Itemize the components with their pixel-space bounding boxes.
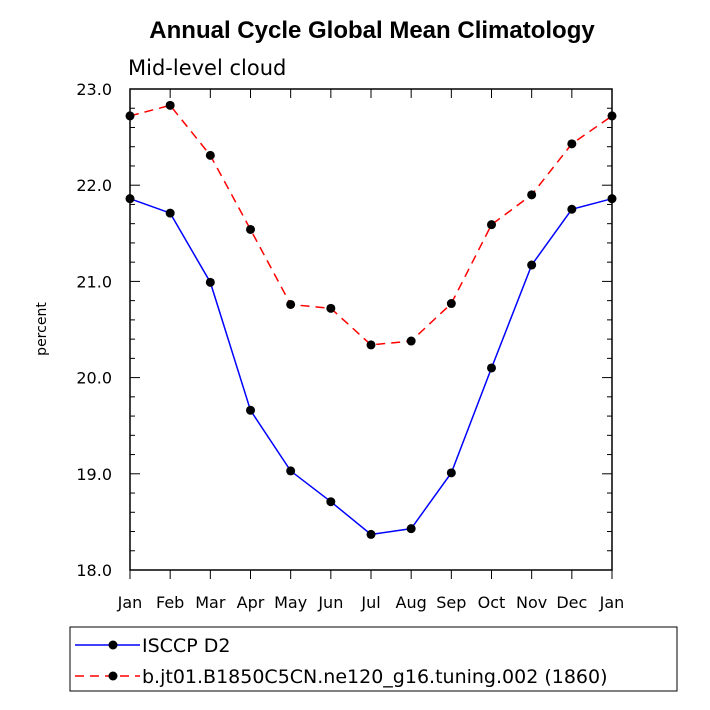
data-point <box>286 299 296 309</box>
data-point <box>246 224 255 234</box>
x-tick-label: Sep <box>436 593 466 612</box>
legend-marker <box>108 640 118 650</box>
data-point <box>487 363 496 373</box>
series-line-0 <box>129 197 613 536</box>
x-tick-label: Feb <box>156 593 184 612</box>
legend-marker <box>108 671 118 681</box>
axis-ticks <box>129 88 613 579</box>
data-point <box>406 524 416 534</box>
x-tick-label: Aug <box>396 593 427 612</box>
data-point <box>366 340 376 350</box>
data-point <box>446 468 456 478</box>
y-tick-label: 22.0 <box>76 176 112 195</box>
data-point <box>286 466 296 476</box>
data-point <box>527 260 537 270</box>
x-tick-label: Mar <box>195 593 226 612</box>
data-point <box>205 150 215 160</box>
y-axis-label: percent <box>34 302 50 356</box>
x-tick-label: Jul <box>360 593 380 612</box>
legend-box <box>69 626 678 692</box>
data-point <box>567 204 577 214</box>
y-tick-label: 21.0 <box>76 272 112 291</box>
data-point <box>165 100 175 110</box>
y-tick-label: 19.0 <box>76 465 112 484</box>
x-tick-label: Jun <box>317 593 343 612</box>
legend-label-1: b.jt01.B1850C5CN.ne120_g16.tuning.002 (1… <box>142 666 608 688</box>
x-tick-label: Jan <box>599 593 625 612</box>
y-tick-label: 23.0 <box>76 80 112 99</box>
legend: ISCCP D2 b.jt01.B1850C5CN.ne120_g16.tunin… <box>75 635 608 688</box>
data-point <box>567 139 577 149</box>
plot-frame <box>129 88 613 571</box>
data-point <box>326 303 336 313</box>
x-tick-label: Oct <box>478 593 506 612</box>
data-point <box>446 299 456 309</box>
legend-label-0: ISCCP D2 <box>142 635 230 657</box>
data-point <box>527 190 537 200</box>
data-point <box>205 277 215 287</box>
chart-subtitle: Mid-level cloud <box>128 56 286 80</box>
x-tick-label: Nov <box>516 593 547 612</box>
series-line-1 <box>129 104 613 346</box>
data-point <box>487 220 496 230</box>
data-point <box>406 336 416 346</box>
chart-title: Annual Cycle Global Mean Climatology <box>149 17 595 44</box>
x-tick-label: May <box>274 593 307 612</box>
data-point <box>246 405 255 415</box>
y-tick-label: 18.0 <box>76 561 112 580</box>
data-point <box>326 497 336 507</box>
x-tick-label: Jan <box>117 593 143 612</box>
series-layer <box>125 100 617 539</box>
data-point <box>165 208 175 218</box>
y-tick-labels: 18.0 19.0 20.0 21.0 22.0 23.0 <box>76 80 112 580</box>
x-tick-labels: Jan Feb Mar Apr May Jun Jul Aug Sep Oct Nov Dec Jan <box>117 593 625 612</box>
y-tick-label: 20.0 <box>76 369 112 388</box>
x-tick-label: Apr <box>237 593 265 612</box>
data-point <box>366 529 376 539</box>
x-tick-label: Dec <box>556 593 587 612</box>
